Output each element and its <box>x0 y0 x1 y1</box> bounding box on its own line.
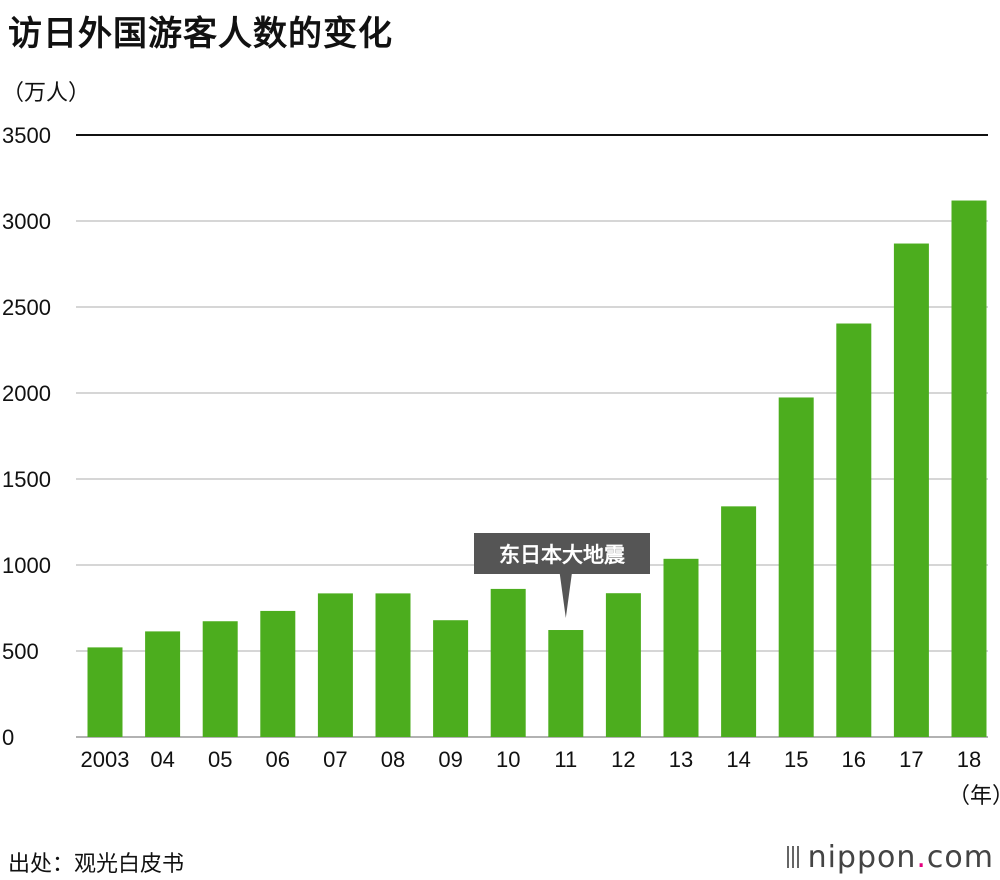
x-tick-label: 17 <box>899 747 923 772</box>
bar-04 <box>145 631 181 737</box>
bar-2003 <box>87 647 123 737</box>
x-tick-label: 18 <box>957 747 981 772</box>
x-tick-label: 05 <box>208 747 232 772</box>
nippon-logo-bars-icon <box>786 841 802 876</box>
bar-chart: （万人） 0 500 1000 1500 2000 2500 3000 3500 2003 04 0… <box>2 81 1000 809</box>
x-tick-label: 11 <box>554 747 577 772</box>
y-tick-label: 2000 <box>2 381 51 406</box>
x-tick-label: 10 <box>496 747 520 772</box>
bar-06 <box>260 610 296 737</box>
chart-title: 访日外国游客人数的变化 <box>8 14 393 54</box>
bar-15 <box>778 397 814 737</box>
x-tick-label: 13 <box>669 747 693 772</box>
x-tick-label: 12 <box>611 747 635 772</box>
y-tick-label: 500 <box>2 639 39 664</box>
bar-13 <box>663 558 699 737</box>
annotation-callout-box <box>474 533 650 618</box>
y-tick-label: 2500 <box>2 295 51 320</box>
bar-10 <box>490 588 526 737</box>
bar-16 <box>836 323 872 737</box>
earthquake-annotation: 东日本大地震 <box>474 533 650 618</box>
x-tick-label: 09 <box>438 747 462 772</box>
brand-name: nippon <box>807 840 917 875</box>
bar-09 <box>433 620 469 737</box>
source-note: 出处：观光白皮书 <box>8 852 185 877</box>
annotation-label: 东日本大地震 <box>499 543 626 567</box>
x-tick-label: 15 <box>784 747 808 772</box>
x-tick-label: 14 <box>726 747 750 772</box>
nippon-logo: nippon.com <box>786 840 994 876</box>
x-tick-label: 16 <box>842 747 866 772</box>
x-tick-label: 04 <box>150 747 174 772</box>
x-tick-label: 07 <box>323 747 347 772</box>
x-axis-unit-label: （年） <box>948 784 1000 809</box>
bar-14 <box>721 506 757 737</box>
brand-dot: . <box>916 840 927 875</box>
x-tick-label: 08 <box>381 747 405 772</box>
bar-17 <box>893 243 929 738</box>
y-tick-label: 3000 <box>2 209 51 234</box>
bar-07 <box>317 593 353 737</box>
bar-11 <box>548 630 584 737</box>
y-tick-label: 1500 <box>2 467 51 492</box>
bar-08 <box>375 593 411 737</box>
y-tick-label: 0 <box>2 725 14 750</box>
x-tick-label: 2003 <box>81 747 130 772</box>
y-tick-label: 3500 <box>2 123 51 148</box>
y-axis-unit-label: （万人） <box>2 81 90 106</box>
brand-tld: com <box>926 840 994 875</box>
bar-12 <box>605 593 641 737</box>
y-tick-label: 1000 <box>2 553 51 578</box>
x-tick-label: 06 <box>266 747 290 772</box>
bar-05 <box>202 621 238 737</box>
bar-18 <box>951 200 987 738</box>
